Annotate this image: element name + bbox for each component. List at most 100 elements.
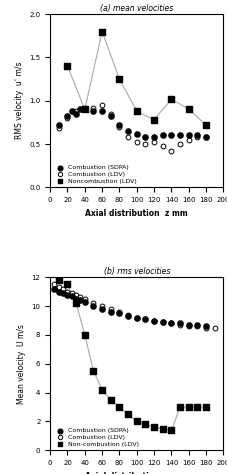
Combustion (LDV) — [203, 324, 207, 331]
Combustion (SDPA) — [109, 112, 112, 120]
Non-combustion (LDV) — [126, 410, 129, 418]
Combustion (LDV) — [83, 104, 86, 111]
Combustion (LDV) — [57, 283, 60, 291]
Legend: Combustion (SDPA), Combustion (LDV), Noncombustion (LDV): Combustion (SDPA), Combustion (LDV), Non… — [53, 164, 137, 184]
Combustion (LDV) — [143, 315, 147, 323]
Combustion (LDV) — [152, 138, 155, 146]
Combustion (LDV) — [65, 288, 69, 295]
Combustion (LDV) — [74, 291, 78, 298]
Combustion (SDPA) — [152, 317, 155, 324]
Combustion (SDPA) — [143, 315, 147, 323]
Combustion (SDPA) — [78, 106, 82, 113]
Non-combustion (LDV) — [134, 418, 138, 425]
Combustion (LDV) — [83, 295, 86, 303]
Combustion (LDV) — [134, 314, 138, 321]
Non-combustion (LDV) — [178, 403, 181, 411]
Y-axis label: Mean velocity  U m/s: Mean velocity U m/s — [17, 324, 26, 404]
Combustion (LDV) — [74, 107, 78, 115]
X-axis label: Axial distribution  z mm: Axial distribution z mm — [85, 472, 187, 474]
Combustion (LDV) — [212, 324, 216, 331]
Combustion (LDV) — [160, 142, 164, 149]
Combustion (LDV) — [134, 138, 138, 146]
Combustion (SDPA) — [91, 107, 95, 115]
Combustion (LDV) — [117, 123, 121, 130]
Combustion (SDPA) — [70, 107, 73, 115]
Combustion (SDPA) — [186, 321, 190, 328]
Non-combustion (LDV) — [152, 423, 155, 431]
Non-combustion (LDV) — [143, 420, 147, 428]
Combustion (SDPA) — [109, 308, 112, 316]
Combustion (LDV) — [178, 321, 181, 328]
Combustion (LDV) — [65, 114, 69, 122]
Combustion (LDV) — [109, 110, 112, 118]
Combustion (LDV) — [203, 133, 207, 141]
Combustion (SDPA) — [169, 319, 173, 327]
Combustion (LDV) — [117, 308, 121, 316]
Noncombustion (LDV) — [83, 106, 86, 113]
Combustion (SDPA) — [195, 321, 198, 328]
Combustion (LDV) — [70, 289, 73, 297]
Combustion (SDPA) — [178, 319, 181, 327]
Combustion (SDPA) — [57, 121, 60, 129]
Noncombustion (LDV) — [186, 106, 190, 113]
Noncombustion (LDV) — [169, 95, 173, 103]
Non-combustion (LDV) — [169, 426, 173, 434]
Non-combustion (LDV) — [195, 403, 198, 411]
Combustion (LDV) — [91, 300, 95, 307]
Combustion (SDPA) — [186, 132, 190, 139]
Combustion (SDPA) — [65, 112, 69, 120]
Noncombustion (LDV) — [117, 75, 121, 83]
Non-combustion (LDV) — [109, 396, 112, 404]
Combustion (SDPA) — [100, 305, 104, 313]
Noncombustion (LDV) — [134, 107, 138, 115]
Non-combustion (LDV) — [65, 281, 69, 288]
Combustion (SDPA) — [61, 289, 65, 297]
Combustion (LDV) — [186, 136, 190, 144]
Combustion (LDV) — [61, 285, 65, 292]
Combustion (LDV) — [126, 133, 129, 141]
Noncombustion (LDV) — [65, 63, 69, 70]
Combustion (LDV) — [109, 305, 112, 313]
Combustion (SDPA) — [117, 121, 121, 129]
Combustion (SDPA) — [126, 127, 129, 135]
Title: (a) mean velocities: (a) mean velocities — [100, 4, 173, 13]
Combustion (SDPA) — [134, 314, 138, 321]
Non-combustion (LDV) — [100, 386, 104, 393]
Non-combustion (LDV) — [83, 331, 86, 339]
Combustion (SDPA) — [74, 295, 78, 303]
Combustion (LDV) — [152, 317, 155, 324]
Combustion (SDPA) — [169, 132, 173, 139]
Combustion (SDPA) — [65, 291, 69, 298]
Combustion (SDPA) — [83, 106, 86, 113]
Non-combustion (LDV) — [186, 403, 190, 411]
Noncombustion (LDV) — [100, 28, 104, 36]
Combustion (SDPA) — [143, 133, 147, 141]
Combustion (LDV) — [78, 294, 82, 301]
Combustion (LDV) — [186, 322, 190, 330]
Combustion (SDPA) — [83, 298, 86, 306]
Non-combustion (LDV) — [117, 403, 121, 411]
Combustion (LDV) — [160, 318, 164, 326]
Combustion (SDPA) — [100, 107, 104, 115]
Combustion (SDPA) — [203, 322, 207, 330]
Combustion (SDPA) — [117, 310, 121, 317]
Combustion (SDPA) — [57, 288, 60, 295]
Combustion (SDPA) — [134, 130, 138, 137]
Combustion (SDPA) — [78, 297, 82, 304]
Non-combustion (LDV) — [91, 367, 95, 375]
Combustion (LDV) — [178, 140, 181, 148]
Combustion (LDV) — [169, 147, 173, 155]
Legend: Combustion (SDPA), Combustion (LDV), Non-combustion (LDV): Combustion (SDPA), Combustion (LDV), Non… — [53, 427, 139, 447]
Combustion (LDV) — [52, 281, 56, 288]
Combustion (LDV) — [91, 104, 95, 111]
Combustion (LDV) — [126, 311, 129, 319]
Combustion (LDV) — [195, 133, 198, 141]
Combustion (SDPA) — [160, 132, 164, 139]
Combustion (LDV) — [195, 322, 198, 330]
Combustion (SDPA) — [126, 312, 129, 320]
Combustion (SDPA) — [195, 132, 198, 139]
Non-combustion (LDV) — [203, 403, 207, 411]
Non-combustion (LDV) — [57, 276, 60, 284]
Title: (b) rms velocities: (b) rms velocities — [103, 267, 169, 276]
Combustion (SDPA) — [203, 133, 207, 141]
